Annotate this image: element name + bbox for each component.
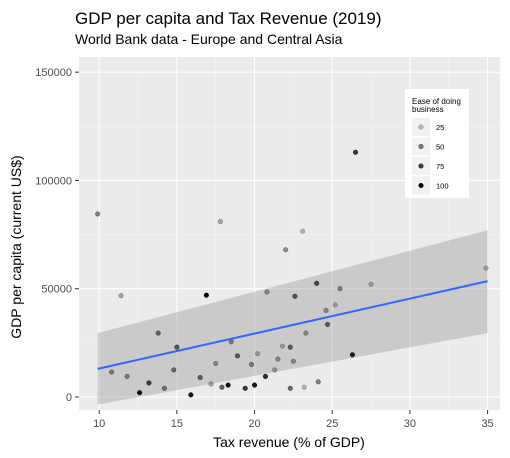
data-point: [300, 228, 306, 234]
y-tick-label: 150000: [35, 67, 72, 79]
fit-line: [97, 280, 488, 370]
legend-key-bg: [412, 118, 430, 136]
data-point: [255, 351, 261, 357]
data-point: [275, 356, 281, 362]
legend-key-point: [418, 124, 424, 130]
data-point: [325, 321, 331, 328]
data-point: [95, 211, 101, 217]
minor-gridlines: [79, 57, 500, 410]
x-tick-label: 15: [171, 418, 183, 430]
chart-title: GDP per capita and Tax Revenue (2019): [75, 9, 382, 28]
legend-keys: 25 50 75 100: [412, 118, 449, 195]
x-tick-label: 25: [326, 418, 338, 430]
x-axis-title: Tax revenue (% of GDP): [213, 434, 365, 450]
data-point: [208, 381, 214, 387]
data-point: [314, 280, 320, 286]
data-point: [323, 307, 329, 313]
data-point: [283, 247, 289, 253]
data-point: [483, 265, 489, 271]
y-axis-ticks: 0 50000 100000 150000: [35, 67, 79, 404]
data-point: [137, 390, 143, 396]
legend: Ease of doing business 25 50 75 100: [405, 89, 469, 198]
data-point: [174, 344, 180, 350]
data-point: [203, 292, 209, 298]
data-point: [109, 369, 115, 375]
data-point: [251, 382, 258, 388]
data-point: [315, 379, 321, 385]
legend-key-point: [418, 143, 424, 150]
data-points: [95, 149, 489, 398]
data-point: [234, 353, 241, 359]
y-tick-label: 0: [66, 392, 72, 404]
data-point: [155, 330, 161, 336]
data-point: [248, 361, 254, 368]
data-point: [279, 343, 286, 349]
data-point: [368, 281, 374, 287]
data-point: [301, 384, 307, 390]
data-point: [264, 289, 270, 295]
legend-entry-label: 50: [436, 143, 444, 152]
data-point: [213, 360, 219, 366]
data-point: [161, 385, 167, 391]
x-tick-label: 35: [481, 418, 493, 430]
legend-entry-label: 75: [436, 162, 444, 171]
data-point: [217, 219, 223, 225]
data-point: [287, 385, 293, 391]
legend-key-point: [418, 182, 424, 189]
confidence-band: [97, 230, 488, 405]
data-point: [188, 392, 194, 398]
data-point: [262, 373, 268, 379]
y-tick-label: 50000: [41, 284, 72, 296]
data-point: [219, 384, 225, 390]
data-point: [146, 380, 152, 386]
data-point: [197, 374, 203, 381]
data-point: [118, 293, 124, 299]
data-point: [290, 358, 296, 364]
x-axis-ticks: 10 15 20 25 30 35: [93, 410, 494, 430]
x-tick-label: 30: [404, 418, 416, 430]
x-tick-label: 20: [248, 418, 260, 430]
data-point: [332, 302, 338, 308]
legend-entry-label: 100: [436, 182, 449, 191]
data-point: [352, 149, 359, 155]
data-point: [124, 373, 130, 379]
legend-title-text: Ease of doing business: [412, 97, 461, 114]
legend-entry-label: 25: [436, 123, 444, 132]
chart-subtitle: World Bank data - Europe and Central Asi…: [75, 31, 343, 47]
data-point: [287, 344, 293, 350]
data-point: [337, 286, 343, 292]
confidence-band-area: [97, 230, 488, 405]
legend-key-point: [418, 163, 424, 169]
data-point: [225, 382, 231, 388]
data-point: [349, 352, 355, 358]
y-tick-label: 100000: [35, 175, 72, 187]
data-point: [303, 330, 309, 336]
x-tick-label: 10: [93, 418, 105, 430]
data-point: [171, 367, 177, 373]
data-point: [292, 293, 298, 299]
y-axis-title: GDP per capita (current US$): [8, 155, 24, 338]
regression-line: [97, 280, 488, 370]
legend-title: Ease of doing business: [412, 97, 461, 114]
data-point: [242, 385, 248, 391]
data-point: [272, 367, 278, 373]
